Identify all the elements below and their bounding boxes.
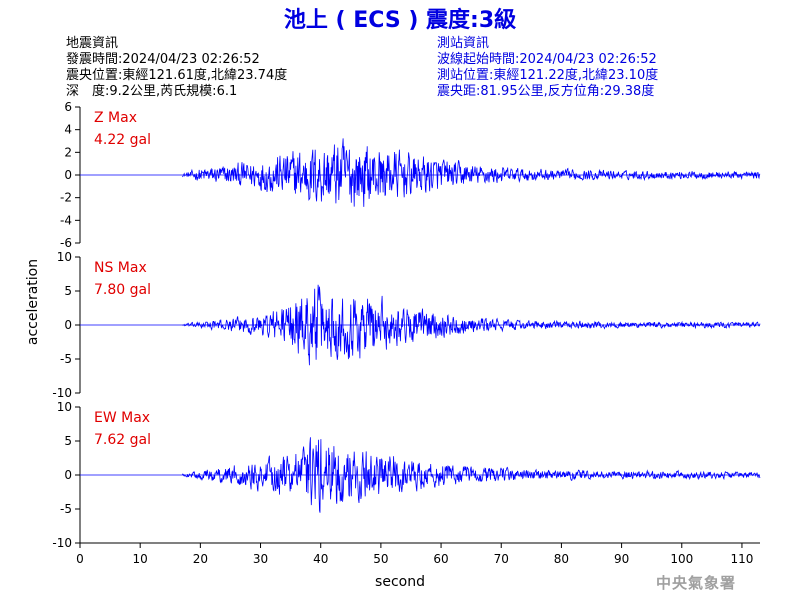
chart-title: 池上 ( ECS ) 震度:3級 [283, 8, 517, 33]
event-depth-magnitude: 深 度:9.2公里,芮氏規模:6.1 [66, 84, 238, 99]
z-max-value: 4.22 gal [94, 132, 151, 148]
z-y-tick-label: -6 [60, 236, 72, 250]
event-info-heading: 地震資訊 [66, 36, 119, 51]
z-y-tick-label: 6 [64, 100, 72, 114]
x-tick-label: 40 [313, 552, 328, 566]
ew-max-label: EW Max [94, 410, 150, 426]
z-trace [182, 138, 761, 207]
x-tick-label: 60 [433, 552, 448, 566]
z-y-tick-label: 2 [64, 145, 72, 159]
x-tick-label: 20 [193, 552, 208, 566]
z-max-label: Z Max [94, 110, 137, 126]
ew-max-value: 7.62 gal [94, 432, 151, 448]
event-time: 發震時間:2024/04/23 02:26:52 [66, 52, 260, 67]
ns-y-tick-label: 0 [64, 318, 72, 332]
y-axis-label: acceleration [25, 259, 41, 345]
ns-trace [182, 284, 761, 366]
z-y-tick-label: -4 [60, 213, 72, 227]
station-info-heading: 測站資訊 [437, 36, 490, 51]
x-tick-label: 110 [730, 552, 753, 566]
x-tick-label: 90 [614, 552, 629, 566]
x-axis-label: second [375, 574, 425, 590]
agency-credit: 中央氣象署 [656, 574, 737, 592]
ew-y-tick-label: 10 [57, 400, 72, 414]
x-tick-label: 0 [76, 552, 84, 566]
x-tick-label: 100 [670, 552, 693, 566]
x-tick-label: 80 [554, 552, 569, 566]
x-tick-label: 50 [373, 552, 388, 566]
x-tick-label: 30 [253, 552, 268, 566]
station-location: 測站位置:東經121.22度,北緯23.10度 [437, 68, 659, 83]
x-tick-label: 70 [494, 552, 509, 566]
ns-max-label: NS Max [94, 260, 147, 276]
event-info-block: 地震資訊 發震時間:2024/04/23 02:26:52 震央位置:東經121… [66, 36, 287, 100]
event-location: 震央位置:東經121.61度,北緯23.74度 [66, 68, 288, 83]
station-wave-start: 波線起始時間:2024/04/23 02:26:52 [437, 52, 657, 67]
ew-y-tick-label: 0 [64, 468, 72, 482]
ns-y-tick-label: 10 [57, 250, 72, 264]
station-distance-azimuth: 震央距:81.95公里,反方位角:29.38度 [437, 84, 655, 99]
ew-y-tick-label: 5 [64, 434, 72, 448]
z-y-tick-label: 4 [64, 123, 72, 137]
ew-y-tick-label: -10 [52, 536, 72, 550]
z-y-tick-label: 0 [64, 168, 72, 182]
ns-y-tick-label: -5 [60, 352, 72, 366]
ew-trace [181, 437, 761, 513]
ew-y-tick-label: -5 [60, 502, 72, 516]
z-y-tick-label: -2 [60, 191, 72, 205]
ns-y-tick-label: 5 [64, 284, 72, 298]
ns-y-tick-label: -10 [52, 386, 72, 400]
station-info-block: 測站資訊 波線起始時間:2024/04/23 02:26:52 測站位置:東經1… [437, 36, 658, 100]
ns-max-value: 7.80 gal [94, 282, 151, 298]
x-tick-label: 10 [133, 552, 148, 566]
